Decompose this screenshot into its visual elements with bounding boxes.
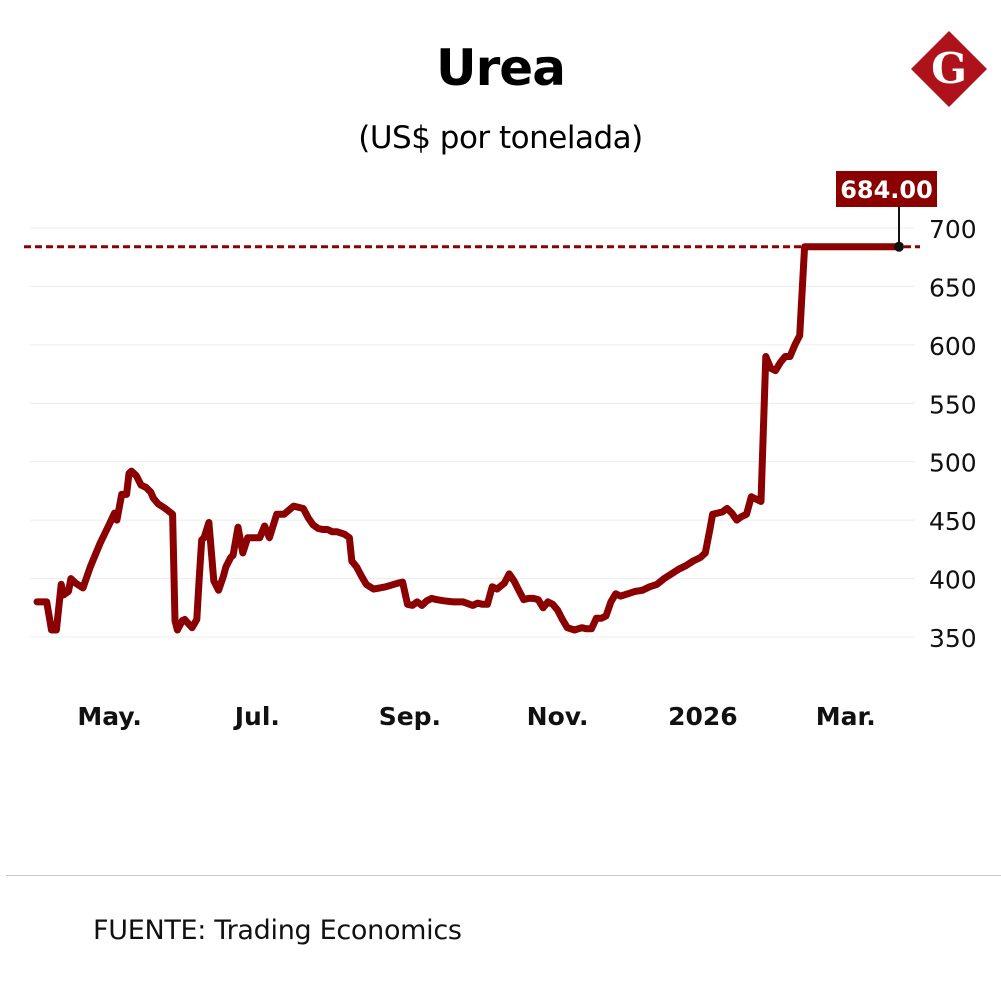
y-tick-label-400: 400 <box>929 566 977 595</box>
x-tick-label-3: Sep. <box>379 702 441 731</box>
series-layer <box>33 243 903 634</box>
y-tick-label-600: 600 <box>929 332 977 361</box>
x-tick-label-4: Nov. <box>527 702 589 731</box>
x-tick-label-5: 2026 <box>668 702 738 731</box>
grid-layer <box>30 227 915 638</box>
y-tick-label-450: 450 <box>929 507 977 536</box>
urea-price-line <box>33 243 903 634</box>
x-tick-label-1: May. <box>77 702 141 731</box>
x-axis-labels: May. Jul. Sep. Nov. 2026 Mar. <box>77 702 875 731</box>
y-axis-labels: 350 400 450 500 550 600 650 700 <box>929 215 977 653</box>
last-value-dot <box>894 241 904 252</box>
x-tick-label-2: Jul. <box>233 702 280 731</box>
y-tick-label-700: 700 <box>929 215 977 244</box>
y-tick-label-350: 350 <box>929 624 977 653</box>
y-tick-label-550: 550 <box>929 390 977 419</box>
chart-title: Urea <box>436 39 566 97</box>
x-tick-label-6: Mar. <box>816 702 876 731</box>
source-note: FUENTE: Trading Economics <box>93 915 462 946</box>
last-value-label: 684.00 <box>840 176 933 204</box>
last-value-box <box>836 171 937 207</box>
footer-divider <box>6 875 1001 876</box>
urea-line-chart: 350 400 450 500 550 600 650 700 May. Jul. Sep. Nov… <box>24 171 977 731</box>
last-value-label-layer: 684.00 <box>836 171 937 252</box>
y-tick-label-500: 500 <box>929 449 977 478</box>
y-tick-label-650: 650 <box>929 273 977 302</box>
logo-diamond <box>911 31 987 107</box>
logo-letter: G <box>931 44 967 93</box>
brand-logo: G <box>911 31 987 107</box>
chart-subtitle: (US$ por tonelada) <box>358 120 643 156</box>
